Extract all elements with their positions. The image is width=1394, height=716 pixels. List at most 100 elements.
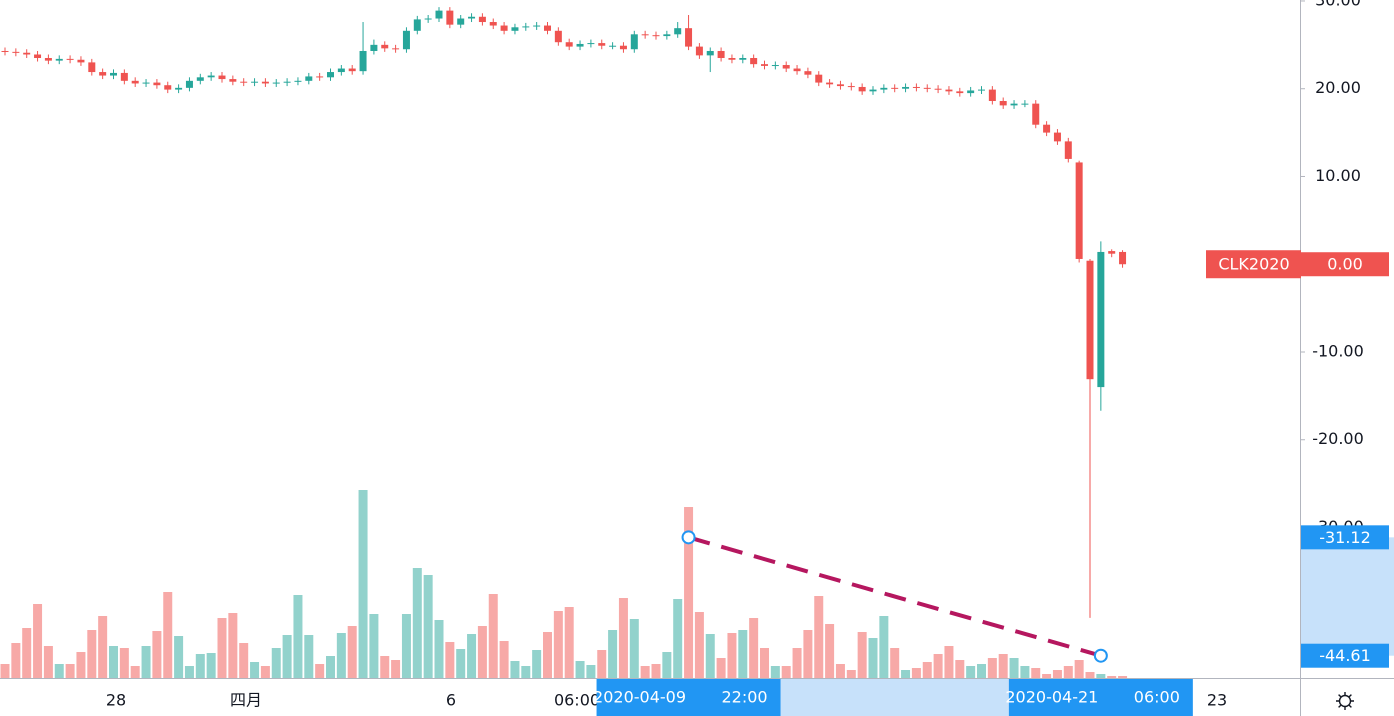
volume-bar [922, 662, 932, 678]
time-label: 06:00 [1134, 688, 1180, 707]
candle-body [511, 27, 519, 31]
trendline[interactable] [687, 535, 1102, 658]
candle-body [153, 82, 161, 86]
volume-bar [434, 620, 444, 678]
volume-bar [662, 652, 672, 678]
candle-body [544, 25, 551, 31]
candle-body [761, 64, 768, 66]
candle-body [750, 58, 758, 65]
candle-body [55, 58, 63, 61]
candle-body [793, 68, 801, 72]
candle-body [261, 81, 269, 84]
candle-body [641, 34, 649, 36]
volume-bar [738, 630, 748, 678]
settings-icon-ring [1338, 694, 1352, 708]
volume-bar [792, 648, 802, 678]
y-tick-label: 20.00 [1315, 78, 1361, 97]
candle-body [1, 50, 9, 52]
candle-body [533, 25, 541, 27]
candle-body [609, 45, 617, 47]
candle-body [663, 34, 671, 37]
candle-body [923, 87, 931, 89]
volume-bar [1020, 666, 1030, 678]
trendline-anchor[interactable] [1093, 648, 1108, 663]
candle-body [229, 79, 237, 82]
candle-body [316, 76, 324, 78]
volume-bar [879, 616, 889, 678]
candle-body [337, 68, 345, 73]
candle-body [978, 89, 985, 91]
volume-bar [141, 646, 151, 678]
volume-bar [33, 604, 43, 678]
volume-bar [1096, 674, 1106, 678]
volume-bar [564, 607, 574, 678]
volume-bar [955, 660, 965, 678]
volume-bar [846, 670, 856, 678]
price-label-box [1301, 525, 1389, 550]
volume-bar [391, 660, 401, 678]
candle-body [956, 91, 964, 94]
candle-body [446, 10, 454, 25]
candle-body [468, 16, 476, 19]
time-label-box [1008, 679, 1193, 716]
candle-body [381, 44, 389, 49]
y-tick-label: -10.00 [1312, 341, 1364, 360]
candle-body [565, 42, 573, 47]
candle-body [685, 28, 693, 47]
settings-icon-rays [1336, 692, 1354, 710]
candle-body [674, 28, 682, 35]
volume-layer [0, 490, 1128, 678]
candle-body [576, 43, 584, 47]
volume-bar [347, 626, 357, 678]
volume-bar [553, 611, 563, 678]
candle-body [402, 30, 410, 50]
candle-body [131, 80, 139, 84]
candle-body [120, 72, 128, 81]
candle-body [1010, 103, 1018, 106]
volume-bar [705, 634, 715, 678]
candle-body [728, 58, 736, 60]
settings-icon[interactable] [1336, 692, 1354, 710]
volume-bar [911, 668, 921, 678]
volume-bar [412, 568, 422, 678]
volume-bar [770, 666, 780, 678]
symbol-box [1206, 250, 1301, 279]
volume-bar [43, 646, 53, 678]
candle-body [294, 80, 302, 82]
volume-bar [326, 656, 335, 678]
volume-bar [597, 650, 607, 678]
volume-bar [987, 658, 997, 678]
volume-bar [575, 661, 585, 678]
volume-bar [11, 643, 21, 678]
volume-bar [369, 614, 379, 678]
volume-bar [499, 641, 509, 678]
volume-bar [825, 624, 835, 678]
trendline-anchor[interactable] [681, 530, 696, 545]
volume-bar [293, 595, 303, 678]
volume-bar [423, 575, 433, 678]
volume-bar [532, 650, 542, 678]
volume-bar [54, 664, 64, 678]
volume-bar [1118, 676, 1128, 678]
volume-bar [901, 670, 911, 678]
candle-layer [1, 7, 1127, 618]
volume-bar [22, 628, 32, 678]
candle-body [804, 71, 812, 75]
candle-body [771, 65, 779, 67]
candle-body [359, 50, 367, 72]
candle-body [652, 35, 660, 37]
volume-bar [304, 635, 314, 678]
candle-body [175, 87, 183, 90]
candle-body [630, 34, 638, 50]
volume-bar [1063, 666, 1073, 678]
volume-bar [174, 636, 184, 678]
candle-body [392, 48, 400, 50]
volume-bar [228, 613, 238, 678]
volume-bar [109, 646, 118, 678]
candle-body [858, 86, 866, 92]
volume-bar [716, 658, 726, 678]
candle-body [348, 68, 356, 72]
candle-body [218, 75, 226, 80]
